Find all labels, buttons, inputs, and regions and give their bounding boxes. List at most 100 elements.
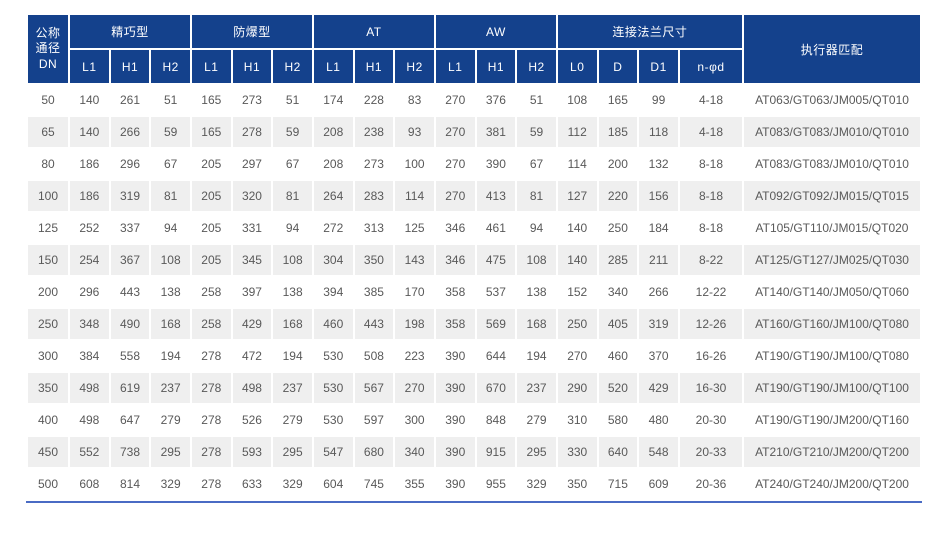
- cell-value: 738: [110, 437, 150, 467]
- cell-value: 358: [445, 285, 466, 299]
- header-flange-l0: L0: [557, 50, 597, 83]
- table-row: 125 252 337 94 205 331 94 272 313 125 346 461 94 140 2…: [28, 213, 920, 243]
- table-row: 250 348 490 168 258 429 168 460 443 198 358 569 168 2…: [28, 309, 920, 339]
- cell-value: 4-18: [698, 93, 723, 107]
- header-compact-h2: H2: [151, 50, 190, 83]
- cell-value: 313: [363, 221, 384, 235]
- cell-actuator: AT210/GT210/JM200/QT200: [744, 437, 920, 467]
- cell-value: 480: [648, 413, 669, 427]
- cell-value: 114: [567, 157, 587, 171]
- cell-actuator: AT190/GT190/JM100/QT080: [755, 349, 909, 363]
- cell-actuator: AT240/GT240/JM200/QT200: [755, 477, 909, 491]
- cell-value: 633: [241, 477, 262, 491]
- cell-value: 20-30: [695, 413, 727, 427]
- header-group-flange-dimensions: 连接法兰尺寸: [557, 15, 742, 48]
- cell-value: 350: [567, 477, 588, 491]
- cell-value: 138: [526, 285, 547, 299]
- cell-value: 237: [273, 373, 312, 403]
- header-nominal-diameter: 公称 通径 DN: [28, 15, 68, 83]
- header-exproof-h1: H1: [232, 50, 272, 83]
- table-row: 350 498 619 237 278 498 237 530 567 270 390 670 237 2…: [28, 373, 920, 403]
- cell-value: 81: [517, 181, 556, 211]
- cell-value: 390: [485, 157, 506, 171]
- cell-value: 94: [285, 221, 300, 235]
- header-group-row: 公称 通径 DN 精巧型 防爆型 AT AW 连接法兰尺寸 执行器匹配: [28, 15, 920, 83]
- cell-value: 59: [151, 117, 190, 147]
- cell-value: 186: [70, 181, 109, 211]
- cell-value: 83: [407, 93, 422, 107]
- cell-value: 348: [70, 309, 109, 339]
- cell-value: 270: [567, 349, 588, 363]
- cell-value: 125: [404, 221, 425, 235]
- cell-value: 278: [201, 413, 222, 427]
- cell-value: 955: [485, 477, 506, 491]
- cell-value: 8-18: [679, 181, 742, 211]
- cell-value: 132: [648, 157, 669, 171]
- header-exproof-l1: L1: [191, 50, 231, 83]
- spec-table-container: 公称 通径 DN 精巧型 防爆型 AT AW 连接法兰尺寸 执行器匹配 L1 H…: [26, 13, 922, 503]
- cell-value: 278: [201, 477, 222, 491]
- cell-value: 490: [110, 309, 150, 339]
- table-row: 400 498 647 279 278 526 279 530 597 300 390 848 279 3…: [28, 405, 920, 435]
- cell-value: 250: [557, 309, 597, 339]
- cell-value: 381: [476, 117, 516, 147]
- cell-value: 285: [598, 245, 638, 275]
- header-group-explosion-proof-type: 防爆型: [191, 15, 312, 48]
- cell-value: 329: [160, 477, 181, 491]
- cell-value: 580: [607, 413, 628, 427]
- cell-value: 604: [323, 477, 344, 491]
- cell-value: 394: [323, 285, 344, 299]
- cell-value: 848: [485, 413, 506, 427]
- cell-value: 270: [395, 373, 434, 403]
- header-group-at: AT: [313, 15, 434, 48]
- cell-value: 138: [282, 285, 303, 299]
- cell-value: 200: [607, 157, 628, 171]
- cell-value: 165: [607, 93, 628, 107]
- cell-value: 168: [151, 309, 190, 339]
- cell-value: 278: [191, 373, 231, 403]
- cell-value: 526: [241, 413, 262, 427]
- cell-value: 270: [445, 157, 466, 171]
- cell-value: 715: [607, 477, 628, 491]
- cell-value: 329: [282, 477, 303, 491]
- cell-dn: 500: [37, 477, 59, 491]
- cell-value: 237: [517, 373, 556, 403]
- cell-value: 185: [598, 117, 638, 147]
- cell-value: 597: [363, 413, 384, 427]
- cell-value: 390: [445, 349, 466, 363]
- cell-value: 99: [651, 93, 666, 107]
- cell-value: 390: [435, 437, 475, 467]
- cell-value: 254: [70, 245, 109, 275]
- cell-value: 319: [639, 309, 678, 339]
- cell-value: 208: [323, 157, 344, 171]
- cell-value: 337: [119, 221, 140, 235]
- cell-value: 310: [567, 413, 588, 427]
- cell-value: 296: [79, 285, 100, 299]
- cell-value: 537: [485, 285, 506, 299]
- cell-dn: 400: [37, 413, 59, 427]
- cell-value: 498: [79, 413, 100, 427]
- header-flange-d: D: [598, 50, 638, 83]
- cell-value: 593: [232, 437, 272, 467]
- cell-value: 340: [607, 285, 628, 299]
- cell-value: 270: [445, 93, 466, 107]
- cell-value: 460: [313, 309, 353, 339]
- table-row: 300 384 558 194 278 472 194 530 508 223 390 644 194 2…: [28, 341, 920, 371]
- cell-dn: 450: [28, 437, 68, 467]
- cell-value: 205: [201, 157, 222, 171]
- cell-value: 530: [313, 373, 353, 403]
- cell-value: 100: [404, 157, 425, 171]
- cell-value: 608: [79, 477, 100, 491]
- cell-value: 279: [282, 413, 303, 427]
- cell-value: 266: [110, 117, 150, 147]
- cell-value: 670: [476, 373, 516, 403]
- header-at-l1: L1: [313, 50, 353, 83]
- cell-value: 208: [313, 117, 353, 147]
- cell-dn: 300: [37, 349, 59, 363]
- cell-value: 278: [201, 349, 222, 363]
- cell-actuator: AT160/GT160/JM100/QT080: [744, 309, 920, 339]
- cell-value: 520: [598, 373, 638, 403]
- cell-value: 295: [151, 437, 190, 467]
- cell-value: 475: [476, 245, 516, 275]
- cell-actuator: AT092/GT092/JM015/QT015: [744, 181, 920, 211]
